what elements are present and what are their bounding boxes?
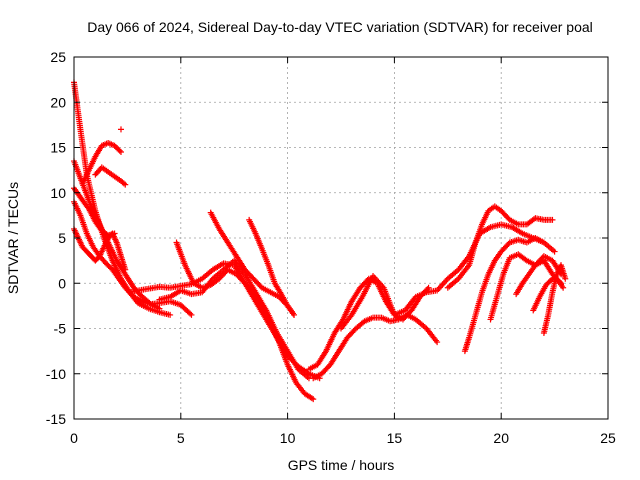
data-point [117,149,124,156]
data-point [291,311,298,318]
data-point [424,286,431,293]
x-tick-label: 5 [177,430,185,446]
series-arc-14 [310,311,441,382]
y-tick-label: 15 [50,140,66,156]
y-tick-label: 25 [50,49,66,65]
series-arc-4 [71,198,195,318]
x-tick-label: 20 [493,430,509,446]
series-arc-6 [79,139,124,187]
data-point [549,216,556,223]
x-tick-label: 10 [280,430,296,446]
data-point [187,310,194,317]
series-arc-22 [540,262,569,337]
data-point [551,248,558,255]
series-arc-18 [461,235,547,355]
grid [74,57,608,419]
data-points [71,79,569,403]
data-point [122,181,129,188]
y-tick-label: 20 [50,94,66,110]
x-tick-label: 15 [387,430,403,446]
y-tick-label: 0 [58,275,66,291]
y-tick-label: 10 [50,185,66,201]
data-point [188,311,195,318]
x-tick-label: 0 [70,430,78,446]
data-point [156,305,163,312]
y-tick-label: -10 [46,366,66,382]
series-arc-11 [173,239,317,403]
y-tick-label: -15 [46,411,66,427]
x-axis-label: GPS time / hours [288,457,395,473]
data-point [122,266,129,273]
data-point [540,239,547,246]
data-point [167,311,174,318]
series-arc-5 [71,225,129,273]
y-tick-label: -5 [54,321,67,337]
data-point [310,396,317,403]
data-point [116,147,123,154]
data-point [560,284,567,291]
series-arc-7 [92,164,129,188]
series-arc-13 [246,216,298,318]
y-axis-label: SDTVAR / TECUs [5,182,21,294]
y-tick-label: 5 [58,230,66,246]
data-point [117,126,124,133]
series-arc-19 [487,251,565,323]
chart-title: Day 066 of 2024, Sidereal Day-to-day VTE… [87,19,593,35]
x-tick-label: 25 [600,430,616,446]
axis-ticks: 0 5 10 15 20 25 -15 -10 -5 0 5 10 15 20 25 [46,49,616,446]
data-point [434,339,441,346]
series-arc-17 [444,203,556,291]
series-arc-8 [117,126,124,133]
data-point [562,275,569,282]
